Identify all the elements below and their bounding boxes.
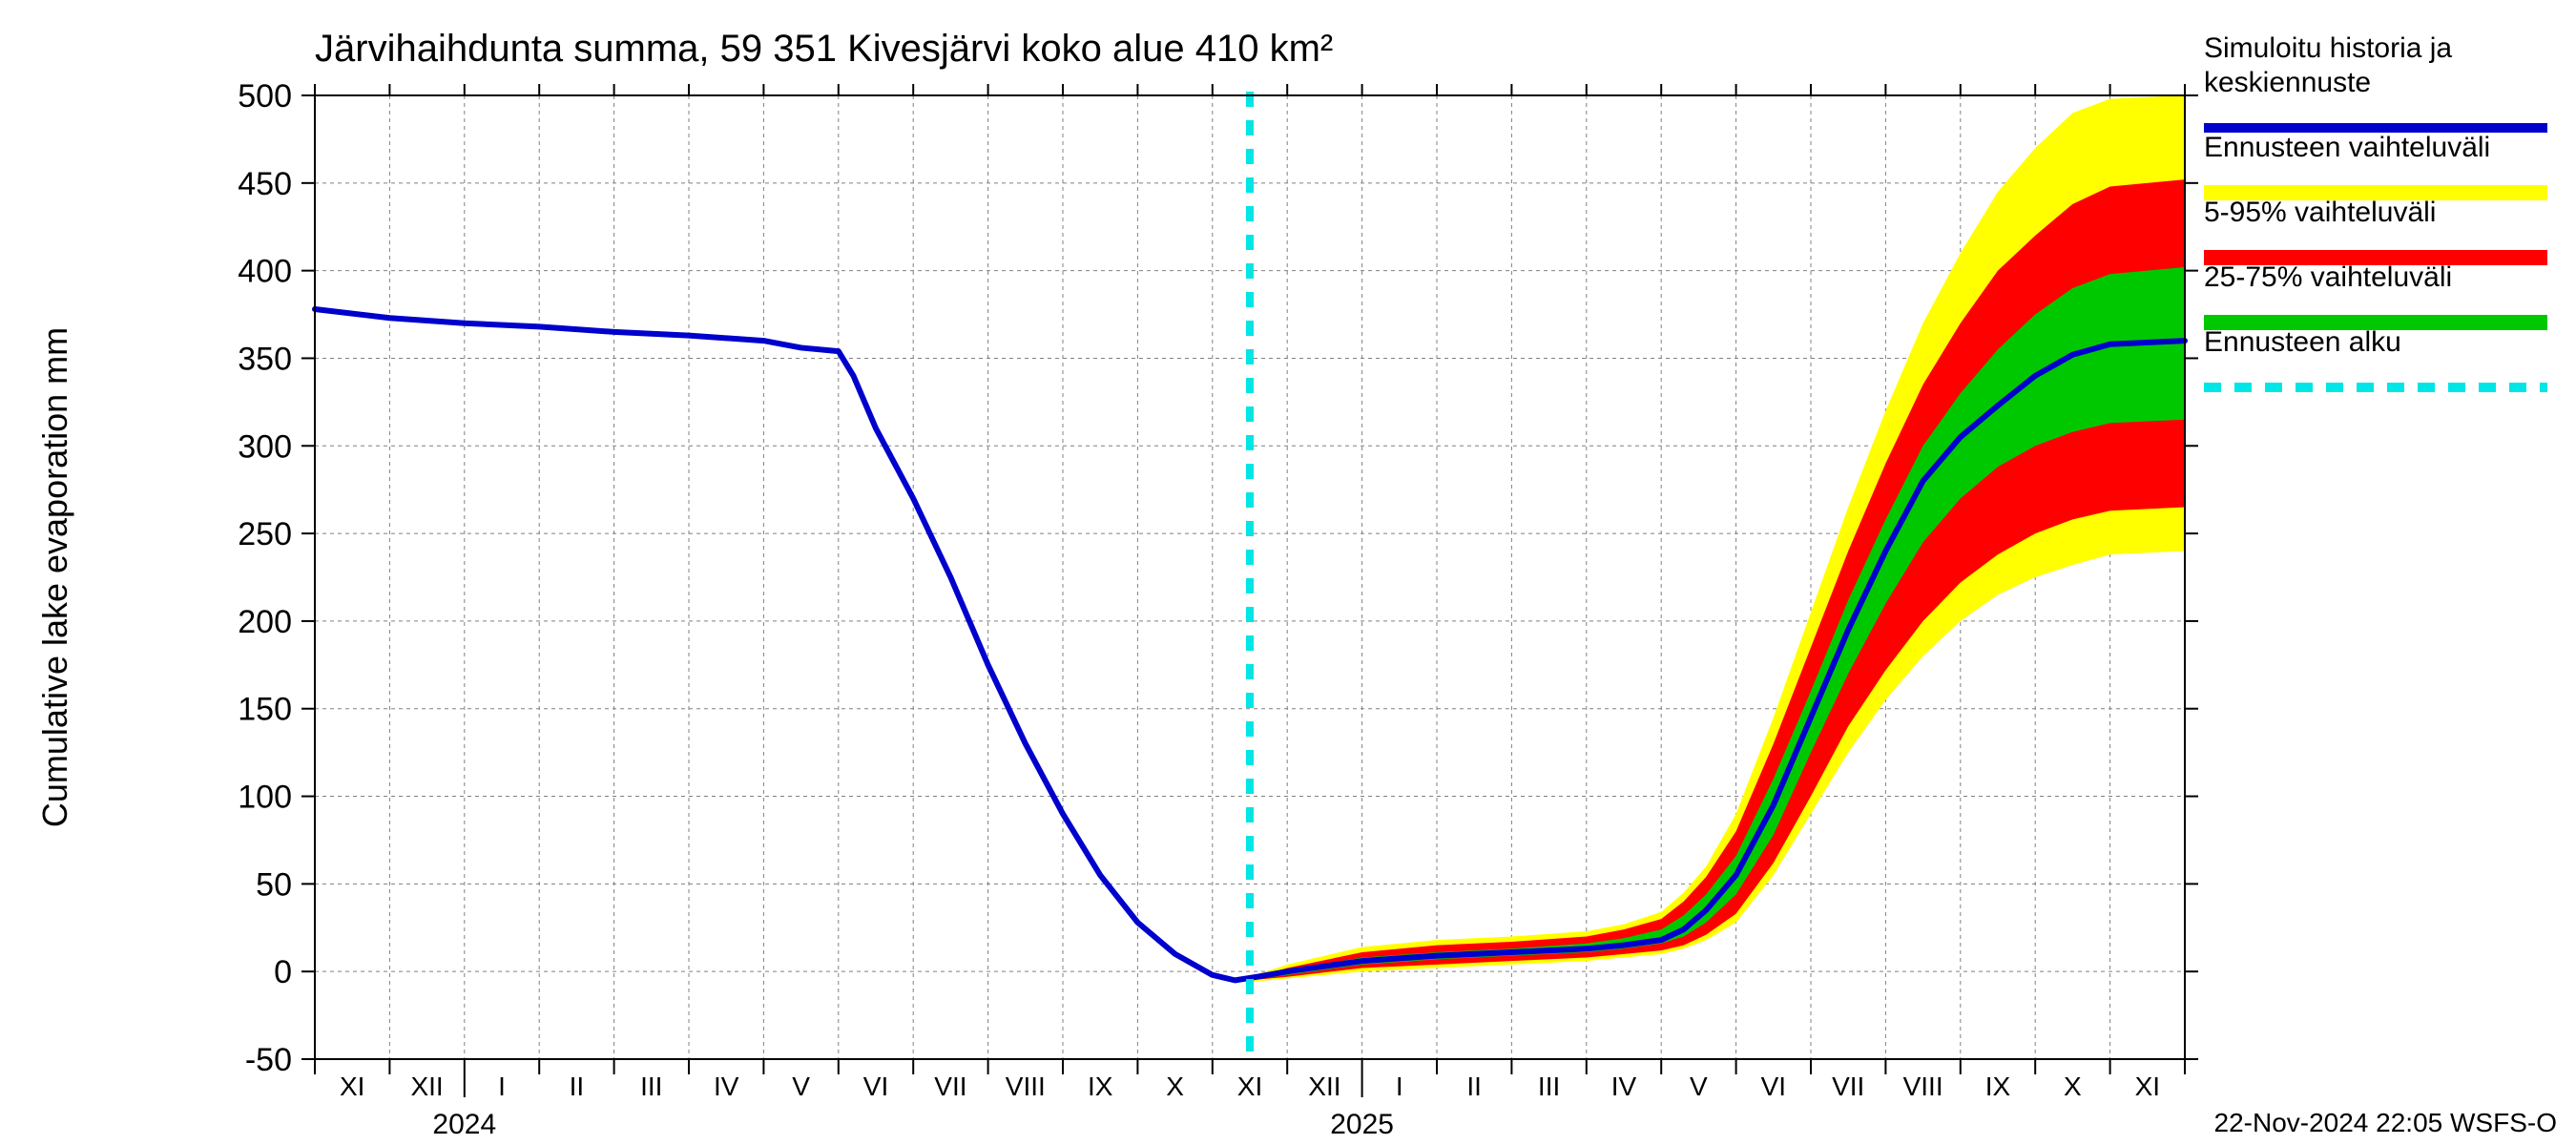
legend-label: Ennusteen vaihteluväli [2204, 132, 2490, 163]
chart-svg: -50050100150200250300350400450500XIXIIII… [0, 0, 2576, 1145]
x-tick-label: VII [1832, 1072, 1864, 1101]
y-tick-label: 200 [238, 604, 292, 640]
x-tick-label: X [1166, 1072, 1184, 1101]
x-tick-label: II [570, 1072, 585, 1101]
x-tick-label: XII [1308, 1072, 1340, 1101]
y-tick-label: 400 [238, 254, 292, 290]
y-tick-label: 300 [238, 428, 292, 465]
x-tick-label: I [1396, 1072, 1403, 1101]
x-year-label: 2024 [432, 1109, 496, 1140]
x-tick-label: IX [1985, 1072, 2011, 1101]
chart-footer: 22-Nov-2024 22:05 WSFS-O [2214, 1108, 2558, 1137]
chart-title: Järvihaihdunta summa, 59 351 Kivesjärvi … [315, 28, 1333, 70]
x-tick-label: VI [1761, 1072, 1786, 1101]
x-tick-label: IV [1611, 1072, 1637, 1101]
y-tick-label: 0 [274, 954, 292, 990]
y-axis-label: Cumulative lake evaporation mm [35, 327, 74, 827]
x-tick-label: III [640, 1072, 662, 1101]
legend-label: 25-75% vaihteluväli [2204, 261, 2452, 293]
x-tick-label: V [792, 1072, 810, 1101]
legend-label: keskiennuste [2204, 67, 2371, 98]
y-tick-label: 100 [238, 780, 292, 816]
legend-label: Simuloitu historia ja [2204, 32, 2452, 64]
y-tick-label: 250 [238, 516, 292, 552]
y-tick-label: 150 [238, 692, 292, 728]
x-tick-label: IV [714, 1072, 739, 1101]
x-tick-label: II [1466, 1072, 1482, 1101]
x-tick-label: V [1690, 1072, 1708, 1101]
x-tick-label: XII [410, 1072, 443, 1101]
y-tick-label: 50 [256, 866, 292, 903]
x-tick-label: IX [1088, 1072, 1113, 1101]
x-tick-label: VIII [1903, 1072, 1943, 1101]
x-year-label: 2025 [1330, 1109, 1394, 1140]
x-tick-label: I [498, 1072, 506, 1101]
x-tick-label: XI [2135, 1072, 2160, 1101]
x-tick-label: VI [863, 1072, 888, 1101]
x-tick-label: XI [340, 1072, 364, 1101]
y-tick-label: 350 [238, 341, 292, 377]
x-tick-label: XI [1237, 1072, 1262, 1101]
x-tick-label: X [2064, 1072, 2082, 1101]
y-tick-label: 450 [238, 166, 292, 202]
y-tick-label: 500 [238, 78, 292, 114]
x-tick-label: VIII [1006, 1072, 1046, 1101]
x-tick-label: VII [934, 1072, 966, 1101]
legend-label: 5-95% vaihteluväli [2204, 197, 2436, 228]
legend-label: Ennusteen alku [2204, 326, 2401, 358]
y-tick-label: -50 [245, 1042, 292, 1078]
x-tick-label: III [1538, 1072, 1560, 1101]
